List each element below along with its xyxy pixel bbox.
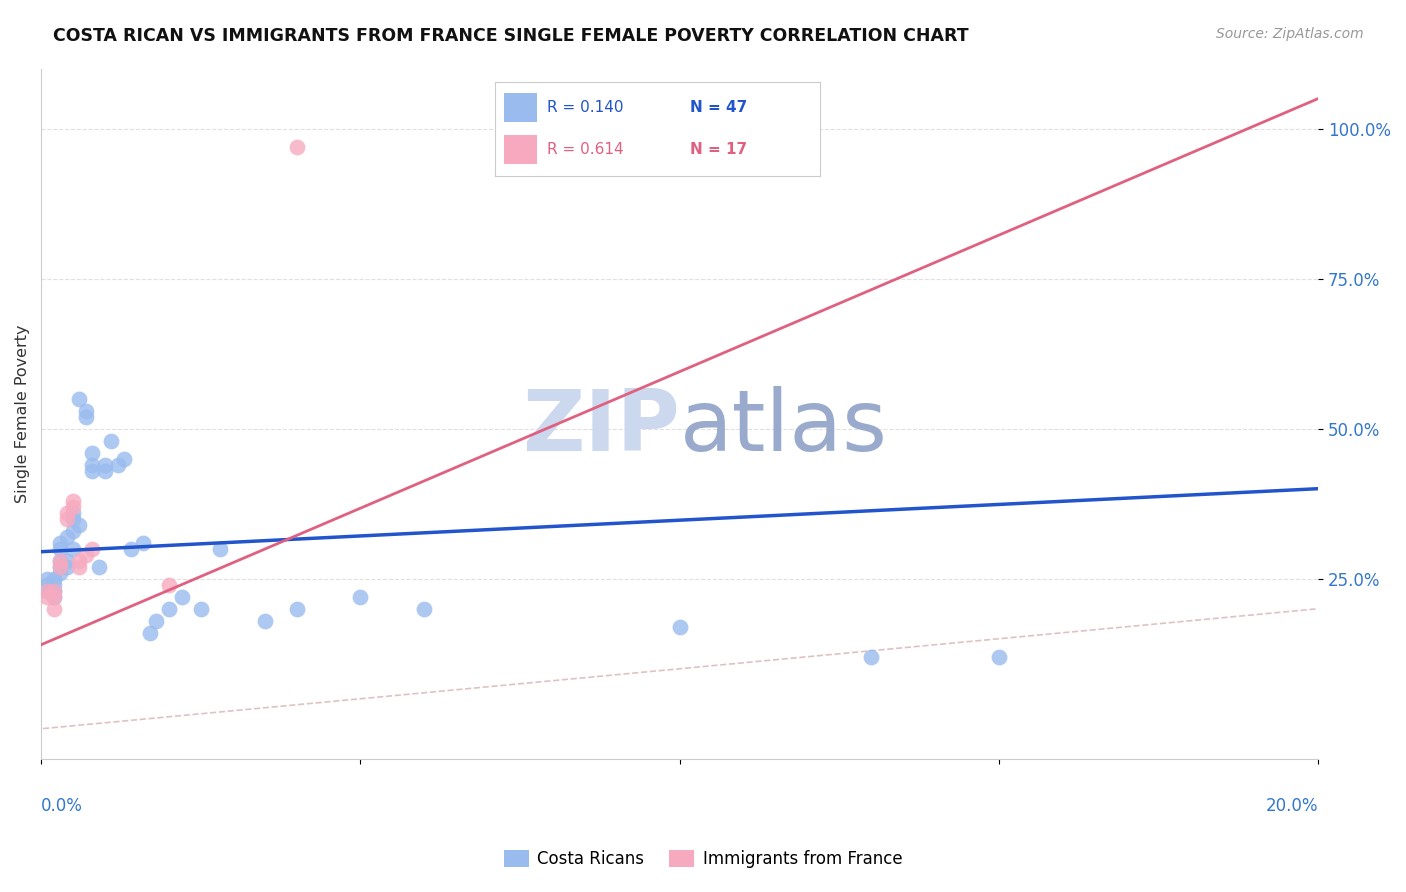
Point <box>208 541 231 556</box>
Text: 0.0%: 0.0% <box>41 797 83 814</box>
Point <box>190 601 212 615</box>
Point <box>67 392 90 406</box>
Point <box>37 583 59 598</box>
Point <box>349 590 371 604</box>
Point <box>42 578 65 592</box>
Point <box>413 601 436 615</box>
Text: atlas: atlas <box>679 386 887 469</box>
Point <box>157 601 180 615</box>
Point <box>42 583 65 598</box>
Point <box>112 451 135 466</box>
Point <box>42 572 65 586</box>
Point <box>82 541 104 556</box>
Text: Source: ZipAtlas.com: Source: ZipAtlas.com <box>1216 27 1364 41</box>
Point <box>55 554 77 568</box>
Point <box>62 493 84 508</box>
Point <box>49 559 72 574</box>
Point <box>42 601 65 615</box>
Point <box>285 601 308 615</box>
Point <box>55 511 77 525</box>
Text: ZIP: ZIP <box>522 386 679 469</box>
Point <box>285 139 308 153</box>
Point <box>55 559 77 574</box>
Point <box>62 524 84 538</box>
Point <box>49 559 72 574</box>
Point <box>55 530 77 544</box>
Point <box>62 541 84 556</box>
Point <box>87 559 110 574</box>
Point <box>107 458 129 472</box>
Point <box>55 506 77 520</box>
Point <box>49 566 72 580</box>
Point <box>49 554 72 568</box>
Point <box>82 464 104 478</box>
Point <box>42 583 65 598</box>
Point <box>37 583 59 598</box>
Point <box>94 464 117 478</box>
Point <box>132 535 155 549</box>
Point <box>100 434 122 448</box>
Point <box>49 541 72 556</box>
Point <box>668 620 690 634</box>
Point <box>67 517 90 532</box>
Point <box>37 572 59 586</box>
Point <box>82 458 104 472</box>
Point <box>67 559 90 574</box>
Point <box>138 625 160 640</box>
Point <box>120 541 142 556</box>
Point <box>253 614 276 628</box>
Point <box>75 548 97 562</box>
Point <box>49 535 72 549</box>
Point <box>94 458 117 472</box>
Text: 20.0%: 20.0% <box>1265 797 1319 814</box>
Point <box>170 590 193 604</box>
Point <box>62 506 84 520</box>
Legend: Costa Ricans, Immigrants from France: Costa Ricans, Immigrants from France <box>498 843 908 875</box>
Point <box>37 590 59 604</box>
Point <box>42 590 65 604</box>
Y-axis label: Single Female Poverty: Single Female Poverty <box>15 325 30 503</box>
Point <box>75 409 97 424</box>
Point <box>988 649 1011 664</box>
Point <box>42 590 65 604</box>
Point <box>82 445 104 459</box>
Point <box>860 649 883 664</box>
Point <box>37 578 59 592</box>
Point <box>67 554 90 568</box>
Point <box>157 578 180 592</box>
Point <box>62 500 84 514</box>
Point <box>49 554 72 568</box>
Point <box>145 614 167 628</box>
Point <box>75 403 97 417</box>
Point <box>62 511 84 525</box>
Text: COSTA RICAN VS IMMIGRANTS FROM FRANCE SINGLE FEMALE POVERTY CORRELATION CHART: COSTA RICAN VS IMMIGRANTS FROM FRANCE SI… <box>53 27 969 45</box>
